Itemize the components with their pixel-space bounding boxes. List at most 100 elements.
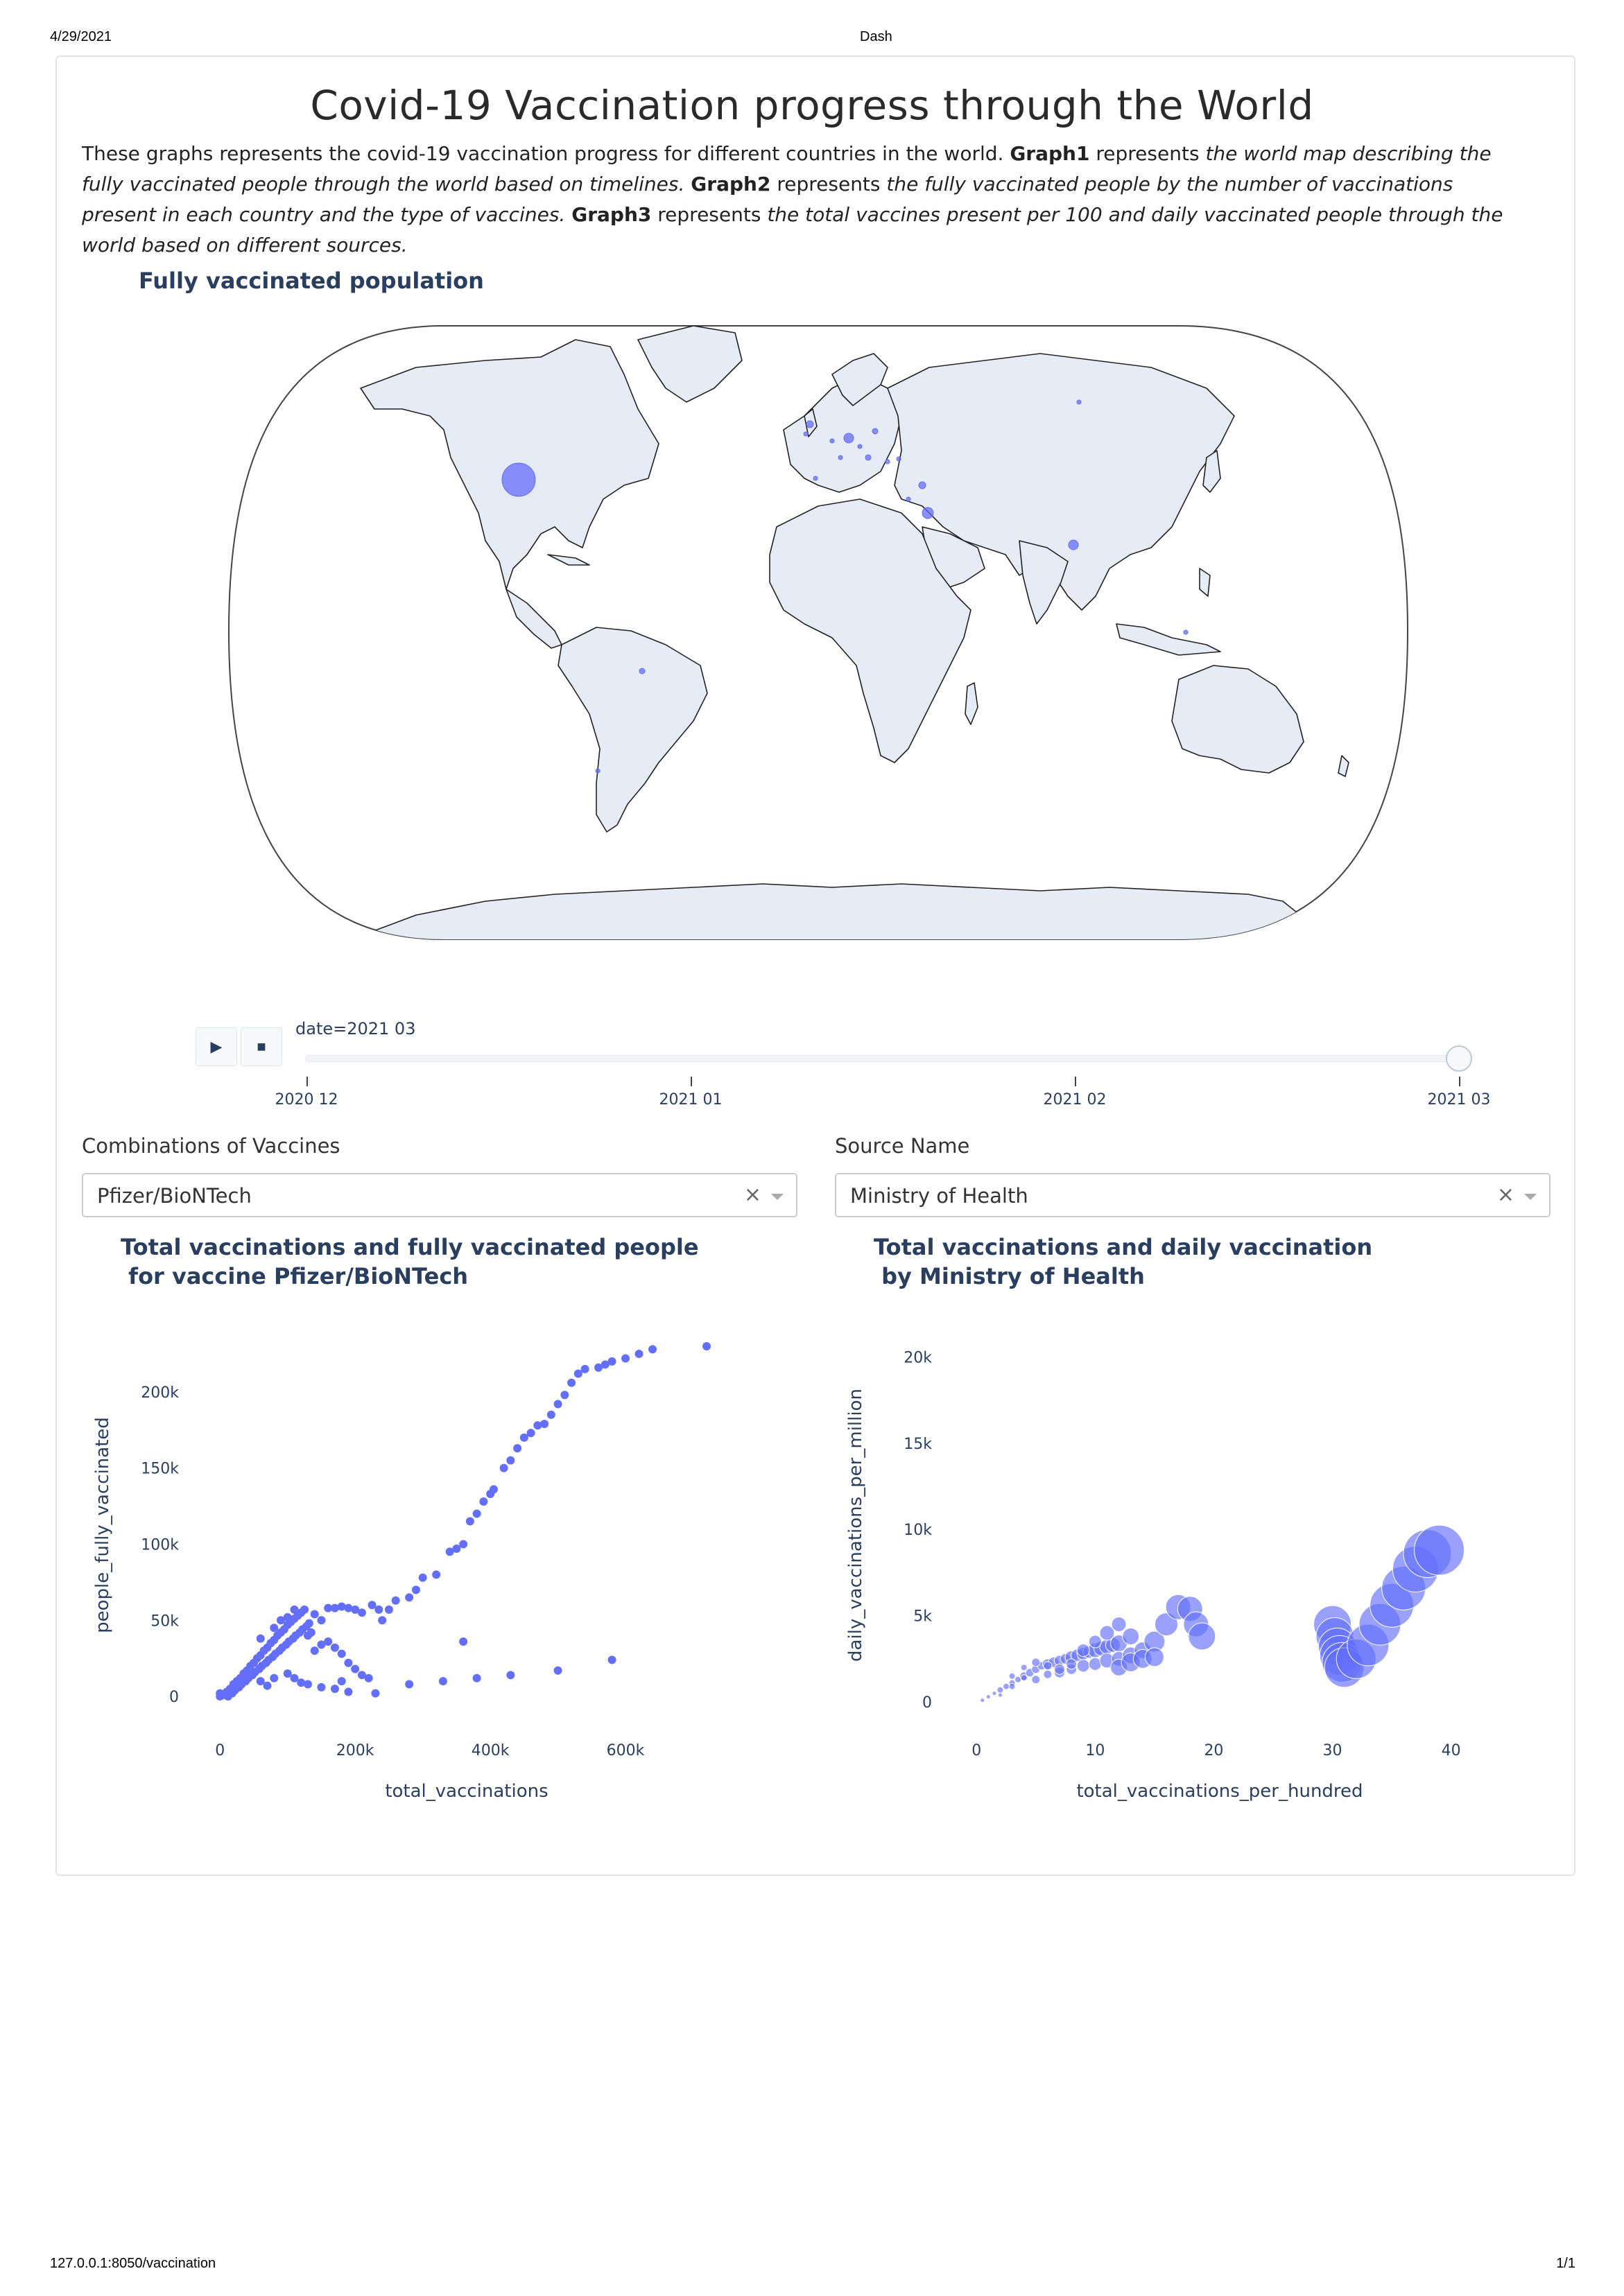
- scatter-point[interactable]: [256, 1677, 265, 1686]
- source-dropdown[interactable]: Ministry of Health ×: [835, 1173, 1550, 1217]
- scatter-point[interactable]: [459, 1637, 468, 1646]
- play-button[interactable]: ▶: [196, 1027, 237, 1066]
- chevron-down-icon[interactable]: [1524, 1194, 1537, 1200]
- scatter-point[interactable]: [533, 1421, 542, 1430]
- scatter-point[interactable]: [648, 1345, 657, 1354]
- scatter-point[interactable]: [263, 1681, 272, 1690]
- scatter-point[interactable]: [270, 1624, 279, 1633]
- scatter-point[interactable]: [573, 1369, 582, 1378]
- scatter-point[interactable]: [391, 1596, 400, 1605]
- date-slider-rail[interactable]: [305, 1055, 1463, 1062]
- scatter-point[interactable]: [992, 1691, 997, 1696]
- scatter-point[interactable]: [985, 1694, 991, 1700]
- scatter-point[interactable]: [310, 1610, 319, 1619]
- scatter-point[interactable]: [344, 1687, 353, 1696]
- scatter-point[interactable]: [317, 1682, 326, 1691]
- scatter-point[interactable]: [384, 1605, 393, 1614]
- scatter-point[interactable]: [438, 1677, 447, 1686]
- map-marker-indonesia[interactable]: [1183, 629, 1189, 635]
- scatter-point[interactable]: [290, 1605, 299, 1614]
- scatter-point[interactable]: [303, 1680, 312, 1689]
- scatter-point[interactable]: [479, 1497, 488, 1506]
- scatter-point[interactable]: [1111, 1617, 1127, 1633]
- scatter-point[interactable]: [506, 1671, 515, 1680]
- clear-icon[interactable]: ×: [743, 1183, 761, 1207]
- scatter-point[interactable]: [337, 1677, 346, 1686]
- vaccine-dropdown[interactable]: Pfizer/BioNTech ×: [82, 1173, 797, 1217]
- scatter-point[interactable]: [499, 1463, 508, 1472]
- scatter-point[interactable]: [1003, 1682, 1010, 1690]
- scatter-point[interactable]: [256, 1634, 265, 1643]
- scatter-point[interactable]: [459, 1540, 468, 1549]
- scatter-point[interactable]: [368, 1601, 377, 1610]
- scatter-point[interactable]: [1088, 1635, 1102, 1649]
- map-marker-turkey[interactable]: [918, 481, 926, 489]
- clear-icon[interactable]: ×: [1496, 1183, 1514, 1207]
- map-marker-india[interactable]: [1068, 539, 1079, 550]
- map-marker-switzerland[interactable]: [838, 455, 843, 460]
- scatter-point[interactable]: [1122, 1628, 1140, 1646]
- scatter-point[interactable]: [300, 1605, 309, 1614]
- map-marker-uk[interactable]: [806, 420, 814, 428]
- scatter-point[interactable]: [621, 1354, 630, 1363]
- scatter-point[interactable]: [472, 1509, 481, 1518]
- scatter-point[interactable]: [351, 1664, 360, 1673]
- map-marker-france[interactable]: [829, 438, 835, 444]
- scatter-point[interactable]: [418, 1573, 427, 1582]
- scatter-point[interactable]: [432, 1570, 441, 1579]
- scatter-point[interactable]: [567, 1378, 576, 1387]
- scatter-point[interactable]: [489, 1485, 498, 1494]
- scatter-plot-vaccinations-fully-vaccinated[interactable]: 0 50k 100k 150k 200k 0 200k 400k 600k total_vacci…: [82, 1303, 803, 1816]
- map-marker-ireland[interactable]: [803, 431, 809, 437]
- scatter-point[interactable]: [324, 1637, 333, 1646]
- scatter-point[interactable]: [306, 1628, 316, 1637]
- scatter-point[interactable]: [1031, 1675, 1041, 1685]
- scatter-point[interactable]: [411, 1585, 420, 1594]
- scatter-point[interactable]: [364, 1673, 373, 1682]
- stop-button[interactable]: ■: [241, 1027, 282, 1066]
- scatter-point[interactable]: [1099, 1625, 1115, 1641]
- scatter-point[interactable]: [634, 1349, 643, 1358]
- date-slider-handle[interactable]: [1446, 1045, 1472, 1072]
- scatter-point[interactable]: [1043, 1669, 1053, 1679]
- scatter-point[interactable]: [1020, 1664, 1028, 1671]
- scatter-point[interactable]: [465, 1517, 474, 1526]
- scatter-point[interactable]: [1008, 1672, 1016, 1680]
- map-marker-brazil[interactable]: [639, 668, 646, 675]
- map-marker-usa[interactable]: [501, 462, 536, 497]
- scatter-point[interactable]: [344, 1603, 353, 1612]
- scatter-point[interactable]: [580, 1364, 589, 1373]
- scatter-point[interactable]: [290, 1673, 299, 1682]
- scatter-point[interactable]: [270, 1673, 279, 1682]
- scatter-point[interactable]: [1414, 1524, 1465, 1576]
- scatter-point[interactable]: [560, 1391, 569, 1400]
- map-marker-chile[interactable]: [595, 768, 601, 774]
- scatter-point[interactable]: [405, 1593, 414, 1602]
- scatter-point[interactable]: [546, 1410, 555, 1419]
- map-marker-cyprus[interactable]: [906, 496, 911, 502]
- scatter-point[interactable]: [283, 1669, 292, 1678]
- scatter-point[interactable]: [344, 1658, 353, 1667]
- scatter-point[interactable]: [371, 1689, 380, 1698]
- scatter-point[interactable]: [445, 1547, 454, 1556]
- scatter-point[interactable]: [996, 1686, 1004, 1694]
- map-marker-poland[interactable]: [872, 428, 879, 435]
- scatter-point[interactable]: [1054, 1663, 1065, 1675]
- scatter-point[interactable]: [330, 1643, 339, 1652]
- scatter-point[interactable]: [1066, 1658, 1078, 1670]
- scatter-point[interactable]: [1144, 1647, 1164, 1667]
- scatter-point[interactable]: [378, 1616, 387, 1625]
- scatter-point[interactable]: [283, 1612, 292, 1621]
- scatter-point[interactable]: [317, 1616, 326, 1625]
- scatter-point[interactable]: [1076, 1643, 1090, 1657]
- scatter-point[interactable]: [337, 1649, 346, 1658]
- scatter-point[interactable]: [1188, 1622, 1216, 1651]
- scatter-point[interactable]: [519, 1433, 528, 1442]
- scatter-point[interactable]: [702, 1341, 711, 1350]
- scatter-point[interactable]: [1008, 1682, 1016, 1690]
- scatter-point[interactable]: [405, 1680, 414, 1689]
- map-marker-israel[interactable]: [922, 507, 934, 519]
- scatter-point[interactable]: [310, 1646, 319, 1655]
- scatter-point[interactable]: [997, 1692, 1003, 1698]
- scatter-point[interactable]: [330, 1685, 339, 1694]
